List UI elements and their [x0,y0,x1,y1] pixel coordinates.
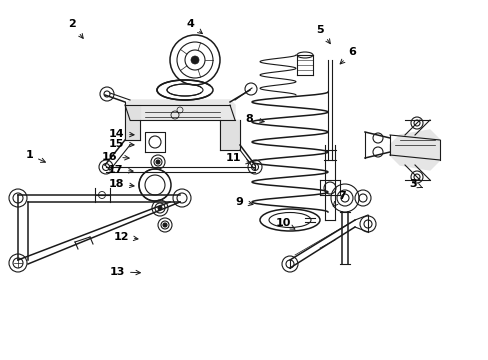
Text: 3: 3 [408,179,422,189]
Text: 7: 7 [332,191,346,206]
Circle shape [163,223,167,227]
Circle shape [158,206,162,210]
Circle shape [156,160,160,164]
Text: 2: 2 [68,19,83,39]
Polygon shape [125,100,235,120]
Text: 18: 18 [108,179,134,189]
Circle shape [191,56,199,64]
Text: 15: 15 [108,139,134,149]
Text: 13: 13 [109,267,140,277]
Text: 11: 11 [225,153,250,164]
Text: 5: 5 [316,24,329,44]
Text: 8: 8 [245,114,264,124]
Text: 14: 14 [108,129,134,139]
Text: 9: 9 [235,197,252,207]
Text: 6: 6 [340,47,355,64]
Polygon shape [220,120,240,150]
Text: 4: 4 [186,19,202,33]
Polygon shape [125,105,140,140]
Text: 1: 1 [25,150,45,162]
Text: 10: 10 [275,218,294,229]
Text: 17: 17 [107,165,133,175]
Polygon shape [389,130,439,170]
Text: 12: 12 [113,232,138,242]
Text: 16: 16 [102,152,129,162]
